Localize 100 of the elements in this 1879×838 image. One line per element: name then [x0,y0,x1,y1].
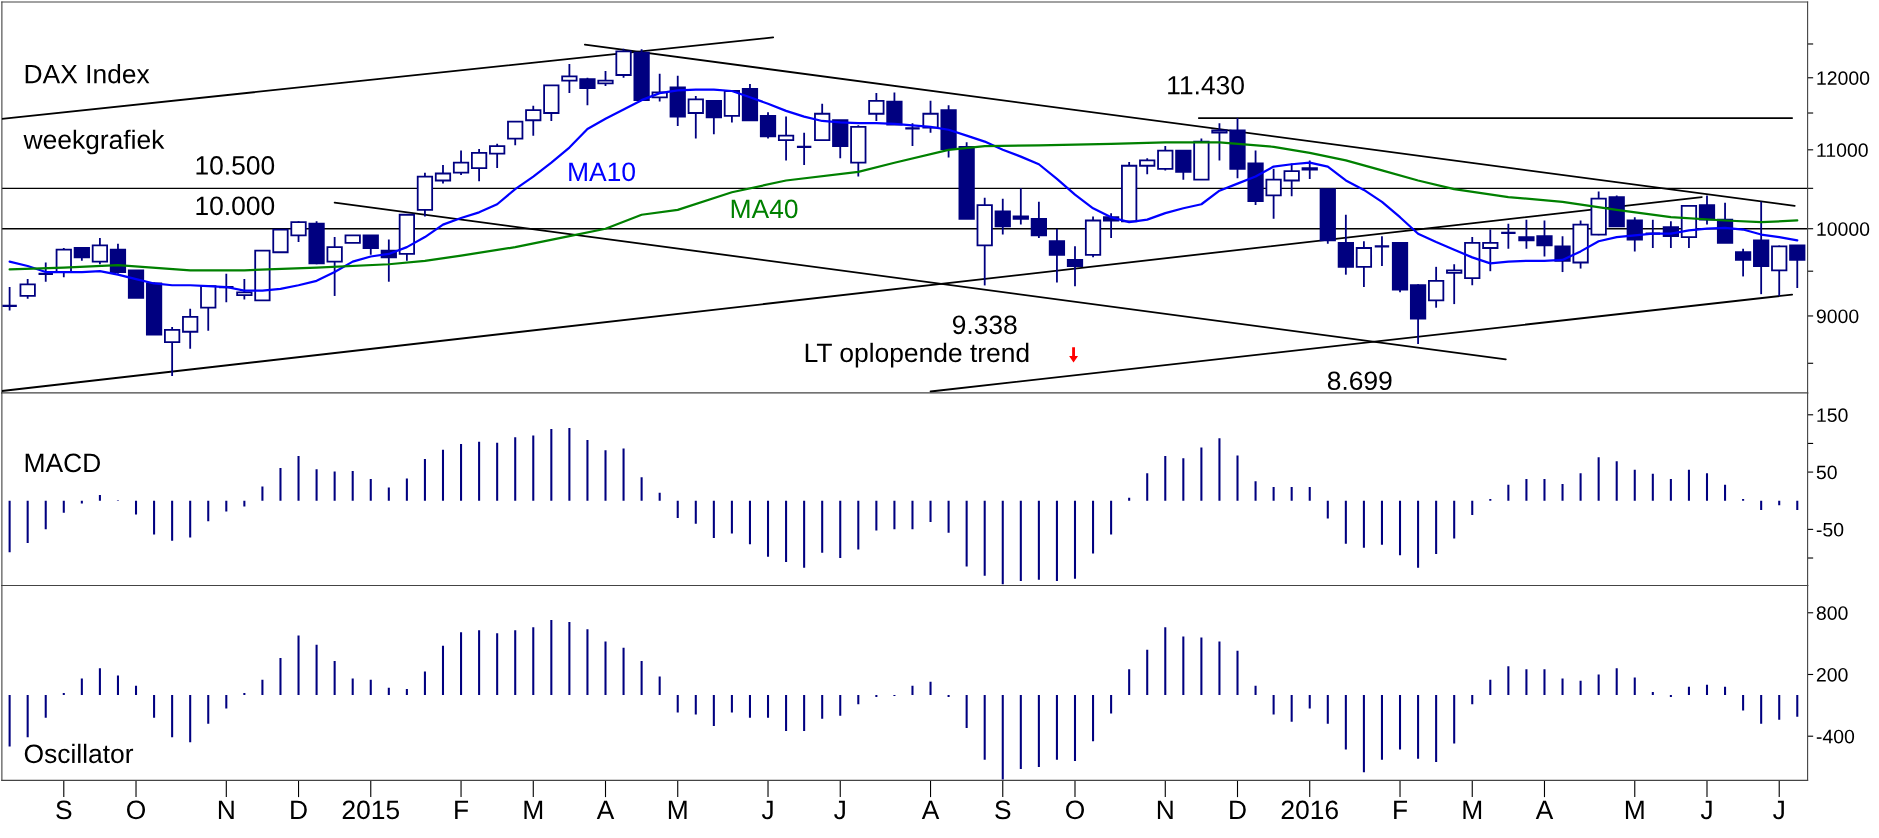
bar [460,632,463,696]
bar [80,678,83,696]
bar [405,478,408,501]
bar [369,679,372,696]
candlestick [525,104,542,137]
bar [8,695,11,747]
candlestick [1337,213,1354,276]
bar [947,500,950,533]
candlestick [1066,245,1084,288]
bar [315,644,318,696]
bar [1073,695,1077,761]
x-tick-label: S [995,800,1011,820]
bar [712,500,715,538]
bar [1525,669,1528,696]
x-tick-label: A [1535,800,1554,819]
x-tick-label: J [1700,800,1712,820]
bar [261,486,264,501]
bar [153,695,156,718]
bar [116,675,119,696]
bar [189,500,192,538]
bar [1633,677,1636,696]
bar [153,500,156,535]
bar [98,668,101,696]
bar [134,685,138,696]
x-tick-label: N [1157,800,1173,819]
candlestick [19,278,36,300]
bar [1362,500,1365,548]
bar [1380,695,1383,760]
candlestick [759,111,777,140]
x-tick-label: O [1065,800,1084,820]
bar [1597,674,1600,696]
x-tick-label: M [668,800,687,819]
bar [423,458,426,501]
candlestick [1301,159,1318,180]
bar [983,500,986,576]
bar [1615,461,1618,501]
y-tick-label: 12000 [1817,71,1870,86]
bar [839,695,842,716]
bar [1760,695,1763,724]
bar [225,695,228,709]
bar [1200,637,1203,696]
bar [875,695,878,698]
bar [297,456,300,501]
bar [1507,484,1510,501]
bar [550,619,553,696]
bar [478,630,481,696]
bar [80,500,83,504]
bar [1380,500,1383,545]
text: Oscillator [24,743,134,764]
annotation: LT oplopende trend [805,342,1029,368]
bar [640,477,643,501]
candlestick [868,92,885,122]
bar [622,448,625,501]
bar [1037,500,1040,580]
bar [1236,650,1239,696]
bar [911,500,914,530]
y-tick-label: 9000 [1816,309,1859,324]
candlestick [1283,162,1300,198]
bar [1398,695,1402,750]
bar [1055,500,1058,581]
bar [857,695,860,705]
candlestick [1030,200,1048,239]
bar [44,695,47,718]
bar [1507,666,1510,696]
bar [586,440,589,501]
candlestick [1175,149,1192,181]
bar [134,500,138,515]
bar [1182,636,1185,696]
bar [568,427,571,501]
bar [1128,497,1131,501]
bar [1055,695,1058,760]
x-tick-label: N [218,800,234,819]
bar [1092,500,1095,554]
bar [1705,684,1709,696]
bar [98,495,101,501]
bar [369,478,372,501]
bar [1308,695,1311,709]
bar [965,695,968,728]
bar [261,679,264,696]
y-tick-label: 11000 [1817,143,1868,158]
candlestick [904,122,921,147]
x-tick-label: A [921,800,940,819]
x-tick-label: J [761,800,773,820]
bar [26,695,29,738]
bar [514,437,517,501]
bar [1561,678,1564,696]
bar [460,444,463,501]
candlestick [1789,244,1806,289]
bar [1326,500,1329,519]
bar [1778,695,1781,720]
candlestick [994,197,1011,236]
bar [189,695,192,743]
candlestick [326,236,343,297]
x-tick-label: M [1463,800,1482,819]
bar [441,645,445,696]
bar [1615,668,1618,696]
x-tick-label: M [1625,800,1644,819]
bar [1687,469,1690,501]
y-tick-label: -50 [1816,522,1844,537]
candlestick [1012,187,1029,226]
